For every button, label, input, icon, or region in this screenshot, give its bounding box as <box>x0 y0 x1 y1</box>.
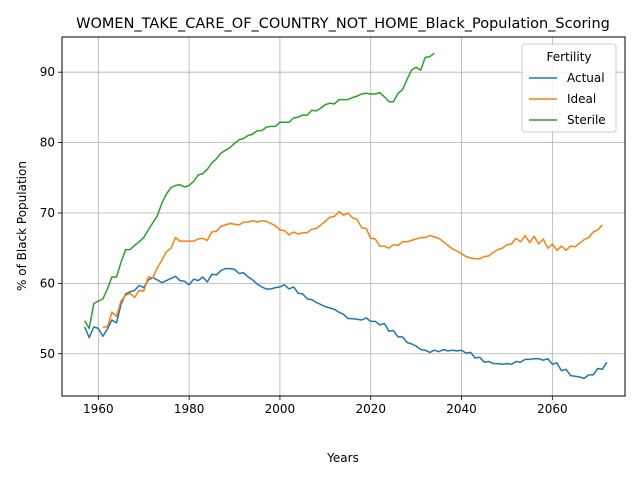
x-tick-label: 1980 <box>174 402 205 416</box>
y-axis-ticks: 50 60 70 80 90 <box>40 65 62 361</box>
x-tick-label: 2040 <box>446 402 477 416</box>
x-tick-label: 2020 <box>355 402 386 416</box>
x-tick-label: 2060 <box>537 402 568 416</box>
series-line-ideal <box>103 212 602 327</box>
y-tick-label: 50 <box>40 347 55 361</box>
y-tick-label: 80 <box>40 136 55 150</box>
y-tick-label: 90 <box>40 65 55 79</box>
series-line-actual <box>85 269 607 379</box>
chart-title: WOMEN_TAKE_CARE_OF_COUNTRY_NOT_HOME_Blac… <box>76 16 610 32</box>
legend-label-sterile: Sterile <box>567 113 606 127</box>
x-tick-label: 2000 <box>265 402 296 416</box>
x-tick-label: 1960 <box>83 402 114 416</box>
legend-label-actual: Actual <box>567 71 605 85</box>
y-tick-label: 70 <box>40 206 55 220</box>
legend-label-ideal: Ideal <box>567 92 596 106</box>
y-tick-label: 60 <box>40 276 55 290</box>
y-axis-label: % of Black Population <box>15 161 29 291</box>
x-axis-label: Years <box>326 451 359 465</box>
legend: Fertility Actual Ideal Sterile <box>522 44 616 132</box>
legend-title: Fertility <box>546 50 591 64</box>
x-axis-ticks: 1960 1980 2000 2020 2040 2060 <box>83 396 568 416</box>
